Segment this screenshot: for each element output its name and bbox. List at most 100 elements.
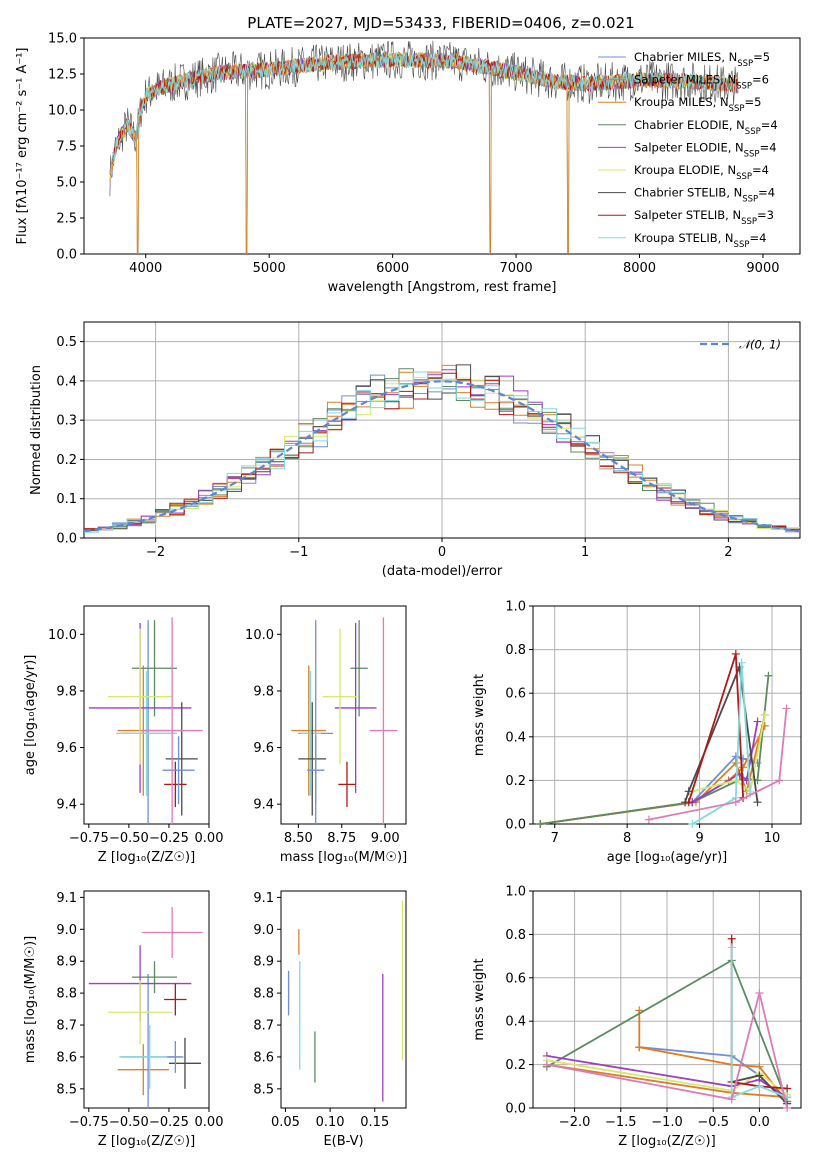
Z-weight-marker-6-1 — [755, 1071, 764, 1080]
panel-Z-weight: −2.0 −1.5 −1.0 −0.5 0.0 0.0 0.2 0.4 0.6 0.8 1.0 Z [… — [472, 885, 802, 1149]
mass-age-ytick-label-0: 9.4 — [253, 798, 274, 813]
Z-age-xtick-label-2: −0.25 — [149, 831, 189, 846]
age-weight-ytick-label-0: 0.0 — [505, 818, 526, 833]
age-weight-ytick-label-5: 1.0 — [505, 600, 526, 615]
Z-weight-ytick-label-1: 0.2 — [505, 1058, 526, 1073]
residuals-ytick-label-4: 0.4 — [56, 374, 77, 389]
residuals-xtick-label-3: 1 — [581, 545, 589, 560]
residuals-xtick-label-4: 2 — [724, 545, 732, 560]
ebv-mass-ytick-label-4: 8.9 — [253, 955, 274, 970]
Z-weight-marker-9-0 — [542, 1060, 551, 1069]
spectrum-ytick-label-1: 2.5 — [56, 212, 77, 227]
age-weight-series-8 — [691, 662, 752, 825]
Z-mass-ytick-label-6: 9.1 — [56, 891, 77, 906]
Z-weight-frame — [532, 890, 802, 1109]
age-weight-xtick-label-2: 9 — [695, 831, 703, 846]
residuals-ylabel: Normed distribution — [29, 365, 44, 495]
residuals-hist-6 — [84, 364, 800, 532]
Z-weight-ytick-label-2: 0.4 — [505, 1015, 526, 1030]
spectrum-xtick-label-0: 4000 — [129, 261, 162, 276]
spectrum-ytick-label-5: 12.5 — [48, 68, 77, 83]
Z-age-ylabel: age [log₁₀(age/yr)] — [23, 655, 38, 776]
mass-age-ytick-label-2: 9.8 — [253, 684, 274, 699]
Z-weight-marker-9-1 — [727, 1095, 736, 1104]
age-weight-marker-9-2 — [775, 776, 784, 785]
panel-Z-age: −0.75 −0.50 −0.25 0.00 9.4 9.6 9.8 10.0 Z [log₁₀… — [23, 605, 224, 865]
panels: 4000 5000 6000 7000 8000 90000.02.55.07.510.0… — [15, 32, 802, 1149]
panel-spectrum: 4000 5000 6000 7000 8000 9000 0.0 2.5 5.0 7.5 10.0… — [15, 32, 801, 295]
Z-mass-ytick-label-5: 9.0 — [56, 923, 77, 938]
ebv-mass-ytick-label-0: 8.5 — [253, 1082, 274, 1097]
mass-age-xtick-label-1: 8.75 — [327, 831, 356, 846]
Z-weight-marker-9-3 — [783, 1104, 792, 1112]
age-weight-ytick-label-2: 0.4 — [505, 730, 526, 745]
Z-mass-ytick-label-0: 8.5 — [56, 1082, 77, 1097]
residuals-ytick-label-2: 0.2 — [56, 453, 77, 468]
spectrum-ytick-label-3: 7.5 — [56, 140, 77, 155]
mass-age-frame — [280, 605, 407, 825]
spectrum-legend-entry-8: Kroupa STELIB, NSSP=4 — [634, 231, 766, 250]
panel-residuals: −2 −1 0 1 2 0.0 0.1 0.2 0.3 0.4 0.5 (data-model)/er… — [29, 321, 801, 579]
age-weight-series-6 — [684, 663, 759, 803]
Z-weight-xtick-label-1: −1.5 — [605, 1115, 637, 1130]
Z-age-ytick-label-0: 9.4 — [56, 798, 77, 813]
spectrum-legend-entry-7: Salpeter STELIB, NSSP=3 — [634, 208, 774, 227]
spectrum-xlabel: wavelength [Angstrom, rest frame] — [328, 280, 557, 295]
mass-age-xtick-label-2: 9.00 — [371, 831, 400, 846]
spectrum-legend-entry-4: Salpeter ELODIE, NSSP=4 — [634, 140, 777, 159]
Z-weight-ytick-label-3: 0.6 — [505, 971, 526, 986]
age-weight-ylabel: mass weight — [472, 674, 487, 756]
Z-mass-ytick-label-1: 8.6 — [56, 1050, 77, 1065]
age-weight-marker-7-1 — [731, 649, 740, 658]
residuals-frame — [83, 321, 801, 539]
spectrum-xtick-label-5: 9000 — [746, 261, 779, 276]
spectrum-xtick-label-4: 8000 — [623, 261, 656, 276]
age-weight-marker-8-2 — [737, 658, 746, 667]
spectrum-ytick-label-4: 10.0 — [48, 104, 77, 119]
spectrum-ytick-label-2: 5.0 — [56, 176, 77, 191]
residuals-normal-curve — [83, 380, 801, 533]
Z-weight-series-9 — [546, 992, 788, 1109]
age-weight-marker-5-3 — [760, 711, 769, 719]
Z-weight-ytick-label-0: 0.0 — [505, 1102, 526, 1117]
Z-mass-xtick-label-2: −0.25 — [149, 1115, 189, 1130]
age-weight-marker-7-0 — [684, 798, 693, 807]
residuals-ytick-label-3: 0.3 — [56, 414, 77, 429]
residuals-ytick-label-1: 0.1 — [56, 492, 77, 507]
ebv-mass-xtick-label-2: 0.15 — [360, 1115, 389, 1130]
residuals-ytick-label-5: 0.5 — [56, 335, 77, 350]
spectrum-legend-entry-2: Kroupa MILES, NSSP=5 — [634, 95, 761, 114]
age-weight-frame — [532, 605, 802, 825]
age-weight-series-9 — [648, 708, 788, 821]
age-weight-xtick-label-1: 8 — [623, 831, 631, 846]
Z-age-ytick-label-3: 10.0 — [48, 628, 77, 643]
spectrum-xtick-label-3: 7000 — [500, 261, 533, 276]
ebv-mass-ytick-label-1: 8.6 — [253, 1050, 274, 1065]
residuals-hist-8 — [84, 371, 800, 533]
Z-age-xtick-label-3: 0.00 — [195, 831, 224, 846]
age-weight-series-0 — [540, 755, 758, 825]
Z-weight-ytick-label-4: 0.8 — [505, 928, 526, 943]
Z-weight-marker-8-0 — [727, 943, 736, 952]
ebv-mass-ytick-label-3: 8.8 — [253, 987, 274, 1002]
spectrum-legend-entry-3: Chabrier ELODIE, NSSP=4 — [634, 118, 778, 137]
Z-weight-marker-8-2 — [755, 1082, 764, 1091]
spectrum-legend-entry-6: Chabrier STELIB, NSSP=4 — [634, 186, 775, 205]
spectrum-ytick-label-0: 0.0 — [56, 248, 77, 263]
age-weight-ytick-label-1: 0.2 — [505, 774, 526, 789]
age-weight-marker-4-3 — [753, 717, 762, 726]
figure-title: PLATE=2027, MJD=53433, FIBERID=0406, z=0… — [247, 14, 634, 32]
age-weight-marker-8-0 — [688, 820, 697, 828]
age-weight-marker-9-3 — [782, 704, 791, 713]
residuals-xtick-label-2: 0 — [438, 545, 446, 560]
age-weight-marker-2-2 — [731, 758, 740, 767]
age-weight-marker-3-0 — [536, 820, 545, 828]
ebv-mass-ytick-label-5: 9.0 — [253, 923, 274, 938]
panel-age-weight: 7 8 9 10 0.0 0.2 0.4 0.6 0.8 1.0 age [log₁₀(age/yr… — [472, 600, 802, 865]
age-weight-marker-9-0 — [644, 815, 653, 824]
Z-weight-xlabel: Z [log₁₀(Z/Z☉)] — [618, 1134, 715, 1149]
age-weight-xtick-label-3: 10 — [764, 831, 781, 846]
spectrum-series-6 — [109, 40, 739, 197]
ebv-mass-ytick-label-2: 8.7 — [253, 1019, 274, 1034]
